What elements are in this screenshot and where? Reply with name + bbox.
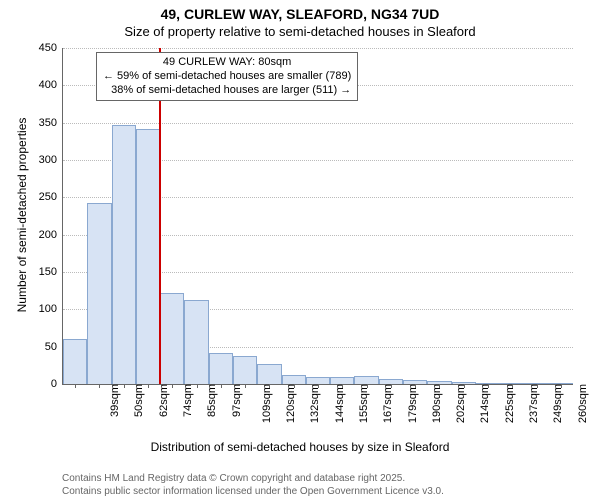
- x-tick-label: 85sqm: [202, 384, 218, 417]
- histogram-bar: [160, 293, 184, 384]
- footer-line-1: Contains HM Land Registry data © Crown c…: [62, 472, 444, 485]
- x-tick-label: 50sqm: [129, 384, 145, 417]
- y-tick-label: 100: [39, 303, 63, 315]
- x-tick-label: 144sqm: [330, 384, 346, 423]
- annotation-box: 49 CURLEW WAY: 80sqm← 59% of semi-detach…: [96, 52, 358, 101]
- x-tick-mark: [537, 384, 538, 388]
- histogram-bar: [63, 339, 87, 384]
- y-tick-label: 250: [39, 191, 63, 203]
- x-tick-label: 260sqm: [573, 384, 589, 423]
- y-tick-label: 350: [39, 117, 63, 129]
- annotation-line-3: 38% of semi-detached houses are larger (…: [103, 84, 351, 98]
- chart-subtitle: Size of property relative to semi-detach…: [0, 24, 600, 39]
- grid-line: [63, 123, 573, 124]
- annotation-line-1: 49 CURLEW WAY: 80sqm: [103, 56, 351, 70]
- footer-attribution: Contains HM Land Registry data © Crown c…: [62, 472, 444, 498]
- x-tick-label: 62sqm: [154, 384, 170, 417]
- x-tick-mark: [512, 384, 513, 388]
- histogram-bar: [354, 376, 378, 384]
- x-tick-label: 237sqm: [524, 384, 540, 423]
- y-tick-label: 0: [51, 378, 63, 390]
- x-tick-mark: [75, 384, 76, 388]
- x-tick-mark: [342, 384, 343, 388]
- histogram-bar: [184, 300, 208, 384]
- histogram-bar: [330, 377, 354, 384]
- histogram-bar: [306, 377, 330, 384]
- x-tick-label: 97sqm: [227, 384, 243, 417]
- chart-title: 49, CURLEW WAY, SLEAFORD, NG34 7UD: [0, 6, 600, 22]
- x-tick-mark: [124, 384, 125, 388]
- x-tick-mark: [561, 384, 562, 388]
- histogram-bar: [87, 203, 111, 384]
- x-tick-label: 155sqm: [354, 384, 370, 423]
- x-tick-label: 39sqm: [105, 384, 121, 417]
- x-tick-mark: [367, 384, 368, 388]
- x-tick-mark: [269, 384, 270, 388]
- annotation-line-2: ← 59% of semi-detached houses are smalle…: [103, 70, 351, 84]
- x-tick-mark: [415, 384, 416, 388]
- x-tick-label: 249sqm: [548, 384, 564, 423]
- x-tick-mark: [439, 384, 440, 388]
- x-tick-label: 190sqm: [427, 384, 443, 423]
- x-tick-mark: [245, 384, 246, 388]
- x-tick-mark: [294, 384, 295, 388]
- x-tick-label: 120sqm: [281, 384, 297, 423]
- y-axis-label: Number of semi-detached properties: [15, 65, 29, 365]
- y-tick-label: 300: [39, 154, 63, 166]
- y-tick-label: 450: [39, 42, 63, 54]
- y-tick-label: 400: [39, 79, 63, 91]
- x-tick-mark: [172, 384, 173, 388]
- histogram-bar: [233, 356, 257, 384]
- y-tick-label: 200: [39, 229, 63, 241]
- x-tick-mark: [318, 384, 319, 388]
- x-tick-label: 179sqm: [403, 384, 419, 423]
- chart-container: 49, CURLEW WAY, SLEAFORD, NG34 7UD Size …: [0, 0, 600, 500]
- x-tick-label: 225sqm: [500, 384, 516, 423]
- x-tick-label: 214sqm: [476, 384, 492, 423]
- x-tick-mark: [221, 384, 222, 388]
- histogram-bar: [136, 129, 160, 384]
- grid-line: [63, 48, 573, 49]
- x-tick-label: 202sqm: [451, 384, 467, 423]
- footer-line-2: Contains public sector information licen…: [62, 485, 444, 498]
- histogram-bar: [112, 125, 136, 384]
- y-tick-label: 150: [39, 266, 63, 278]
- x-tick-mark: [488, 384, 489, 388]
- x-tick-label: 109sqm: [257, 384, 273, 423]
- x-tick-mark: [391, 384, 392, 388]
- x-tick-mark: [197, 384, 198, 388]
- x-tick-mark: [464, 384, 465, 388]
- x-tick-label: 74sqm: [178, 384, 194, 417]
- x-tick-mark: [148, 384, 149, 388]
- x-axis-label: Distribution of semi-detached houses by …: [0, 440, 600, 454]
- y-tick-label: 50: [45, 341, 63, 353]
- histogram-bar: [282, 375, 306, 384]
- x-tick-mark: [99, 384, 100, 388]
- histogram-bar: [257, 364, 281, 384]
- x-tick-label: 132sqm: [306, 384, 322, 423]
- histogram-bar: [209, 353, 233, 384]
- x-tick-label: 167sqm: [378, 384, 394, 423]
